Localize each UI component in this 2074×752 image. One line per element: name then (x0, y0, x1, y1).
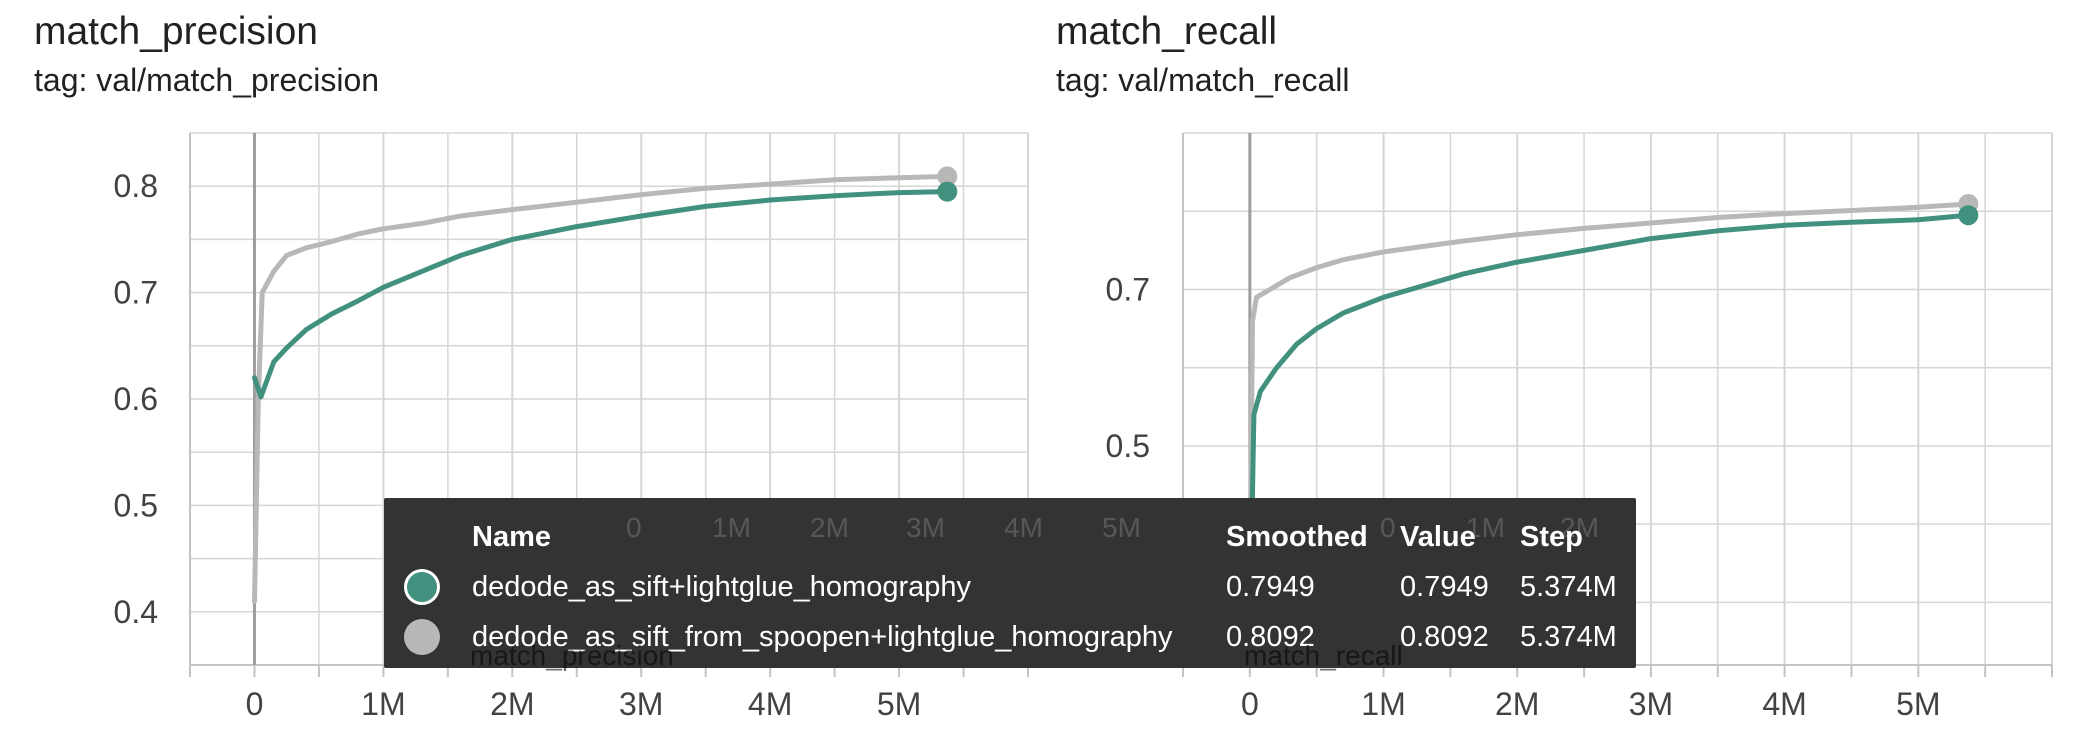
x-tick-label: 0 (1241, 686, 1259, 722)
x-tick-label: 0 (246, 686, 264, 722)
y-tick-label: 0.6 (114, 381, 158, 417)
series-color-swatch (404, 619, 440, 655)
tooltip-header-value: Value (1400, 521, 1476, 553)
x-tick-label: 5M (1896, 686, 1940, 722)
tooltip-ghost-tick-3m-left: 3M (906, 512, 945, 543)
underlay-chart-label-left: match_precision (470, 640, 674, 671)
x-tick-label: 1M (1361, 686, 1405, 722)
x-tick-label: 2M (490, 686, 534, 722)
y-tick-label: 0.4 (114, 594, 158, 630)
y-tick-label: 0.5 (114, 487, 158, 523)
series-line (1247, 212, 1971, 644)
x-tick-label: 4M (748, 686, 792, 722)
tooltip-series-name: dedode_as_sift_from_spoopen+lightglue_ho… (472, 621, 1173, 653)
tooltip-ghost-tick-4m-left: 4M (1004, 512, 1043, 543)
tooltip-series-name: dedode_as_sift+lightglue_homography (472, 571, 972, 603)
x-tick-label: 4M (1762, 686, 1806, 722)
x-tick-label: 3M (619, 686, 663, 722)
tooltip-step: 5.374M (1520, 571, 1617, 603)
chart-title: match_precision (34, 10, 318, 53)
tooltip-ghost-tick-0-left: 0 (626, 512, 642, 543)
y-tick-label: 0.7 (1106, 271, 1150, 307)
chart-tag: tag: val/match_precision (34, 62, 380, 98)
tooltip-ghost-tick-2m-left: 2M (810, 512, 849, 543)
x-tick-label: 2M (1495, 686, 1539, 722)
x-tick-label: 3M (1629, 686, 1673, 722)
series-end-marker (1958, 205, 1979, 226)
tooltip-header-row: Name Smoothed Value Step (384, 512, 1636, 562)
y-tick-label: 0.7 (114, 275, 158, 311)
y-tick-label: 0.8 (114, 168, 158, 204)
tooltip-ghost-tick-5m-left: 5M (1102, 512, 1141, 543)
y-tick-label: 0.5 (1106, 428, 1150, 464)
tooltip-header-name: Name (472, 521, 551, 553)
tooltip-header-step: Step (1520, 521, 1583, 553)
tooltip-step: 5.374M (1520, 621, 1617, 653)
series-line (252, 189, 950, 400)
tooltip-header-smoothed: Smoothed (1226, 521, 1368, 553)
chart-card-match-recall: match_recall tag: val/match_recall (1040, 0, 2074, 752)
tooltip-ghost-tick-1m-right: 1M (1466, 512, 1505, 543)
hover-tooltip: 0 1M 2M 3M 4M 5M 0 1M 2M Name Smoothed V… (384, 498, 1636, 671)
tooltip-row: dedode_as_sift_from_spoopen+lightglue_ho… (384, 612, 1636, 662)
series-line (252, 173, 950, 604)
underlay-chart-label-right: match_recall (1244, 640, 1403, 671)
tooltip-ghost-tick-2m-right: 2M (1560, 512, 1599, 543)
tooltip-ghost-tick-1m-left: 1M (712, 512, 751, 543)
tooltip-row: dedode_as_sift+lightglue_homography 0.79… (384, 562, 1636, 612)
tooltip-value: 0.8092 (1400, 621, 1489, 653)
chart-title: match_recall (1056, 10, 1278, 53)
tooltip-smoothed-value: 0.8092 (1226, 621, 1315, 653)
tooltip-smoothed-value: 0.7949 (1226, 571, 1315, 603)
series-line (1247, 201, 1971, 605)
x-tick-label: 1M (361, 686, 405, 722)
series-end-marker (937, 166, 958, 187)
tooltip-ghost-tick-0-right: 0 (1380, 512, 1396, 543)
series-end-marker (937, 181, 958, 202)
x-tick-label: 5M (877, 686, 921, 722)
chart-tag: tag: val/match_recall (1056, 62, 1350, 98)
series-color-swatch (404, 569, 440, 605)
tooltip-value: 0.7949 (1400, 571, 1489, 603)
chart-card-match-precision: match_precision tag: val/match_precision (34, 10, 380, 98)
